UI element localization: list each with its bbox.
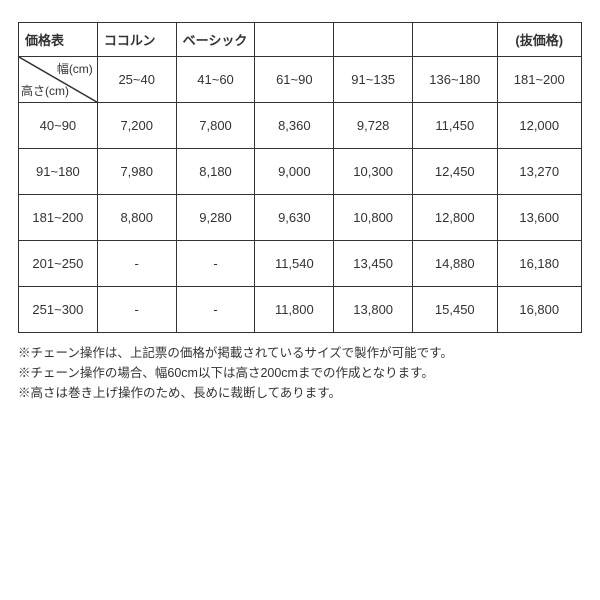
price-cell: 7,200 [97, 103, 176, 149]
table-row: 201~250 - - 11,540 13,450 14,880 16,180 [19, 241, 582, 287]
price-cell: 10,300 [334, 149, 413, 195]
width-col: 181~200 [497, 57, 582, 103]
price-cell: 16,800 [497, 287, 582, 333]
width-col: 61~90 [255, 57, 334, 103]
note-line: ※チェーン操作は、上記票の価格が掲載されているサイズで製作が可能です。 [18, 343, 582, 363]
price-cell: 13,800 [334, 287, 413, 333]
price-table: 価格表 ココルン ベーシック (抜価格) 幅(cm) 高さ(cm) 25~40 … [18, 22, 582, 333]
width-row: 幅(cm) 高さ(cm) 25~40 41~60 61~90 91~135 13… [19, 57, 582, 103]
width-label: 幅(cm) [57, 60, 93, 77]
table-row: 91~180 7,980 8,180 9,000 10,300 12,450 1… [19, 149, 582, 195]
price-cell: 13,270 [497, 149, 582, 195]
price-cell: - [97, 287, 176, 333]
row-height: 251~300 [19, 287, 98, 333]
header-col6 [413, 23, 497, 57]
header-col3: ベーシック [176, 23, 255, 57]
axis-cell: 幅(cm) 高さ(cm) [19, 57, 98, 103]
table-row: 40~90 7,200 7,800 8,360 9,728 11,450 12,… [19, 103, 582, 149]
header-col2: ココルン [97, 23, 176, 57]
price-cell: 8,360 [255, 103, 334, 149]
header-col4 [255, 23, 334, 57]
width-col: 41~60 [176, 57, 255, 103]
price-cell: - [176, 241, 255, 287]
price-cell: 16,180 [497, 241, 582, 287]
price-cell: 7,800 [176, 103, 255, 149]
price-cell: 13,450 [334, 241, 413, 287]
price-cell: - [97, 241, 176, 287]
note-line: ※高さは巻き上げ操作のため、長めに裁断してあります。 [18, 383, 582, 403]
price-cell: 13,600 [497, 195, 582, 241]
price-cell: 11,450 [413, 103, 497, 149]
price-cell: 8,180 [176, 149, 255, 195]
price-cell: - [176, 287, 255, 333]
price-cell: 9,728 [334, 103, 413, 149]
price-cell: 9,630 [255, 195, 334, 241]
price-cell: 7,980 [97, 149, 176, 195]
header-col5 [334, 23, 413, 57]
width-col: 25~40 [97, 57, 176, 103]
note-line: ※チェーン操作の場合、幅60cm以下は高さ200cmまでの作成となります。 [18, 363, 582, 383]
row-height: 40~90 [19, 103, 98, 149]
price-cell: 9,000 [255, 149, 334, 195]
price-cell: 9,280 [176, 195, 255, 241]
price-cell: 12,450 [413, 149, 497, 195]
row-height: 201~250 [19, 241, 98, 287]
header-col7: (抜価格) [497, 23, 582, 57]
table-row: 181~200 8,800 9,280 9,630 10,800 12,800 … [19, 195, 582, 241]
price-cell: 14,880 [413, 241, 497, 287]
price-cell: 11,800 [255, 287, 334, 333]
header-row: 価格表 ココルン ベーシック (抜価格) [19, 23, 582, 57]
row-height: 181~200 [19, 195, 98, 241]
notes-block: ※チェーン操作は、上記票の価格が掲載されているサイズで製作が可能です。 ※チェー… [18, 343, 582, 403]
price-cell: 11,540 [255, 241, 334, 287]
price-cell: 12,000 [497, 103, 582, 149]
price-cell: 10,800 [334, 195, 413, 241]
price-cell: 12,800 [413, 195, 497, 241]
height-label: 高さ(cm) [21, 82, 69, 99]
width-col: 91~135 [334, 57, 413, 103]
price-cell: 8,800 [97, 195, 176, 241]
price-cell: 15,450 [413, 287, 497, 333]
row-height: 91~180 [19, 149, 98, 195]
table-row: 251~300 - - 11,800 13,800 15,450 16,800 [19, 287, 582, 333]
width-col: 136~180 [413, 57, 497, 103]
header-title: 価格表 [19, 23, 98, 57]
